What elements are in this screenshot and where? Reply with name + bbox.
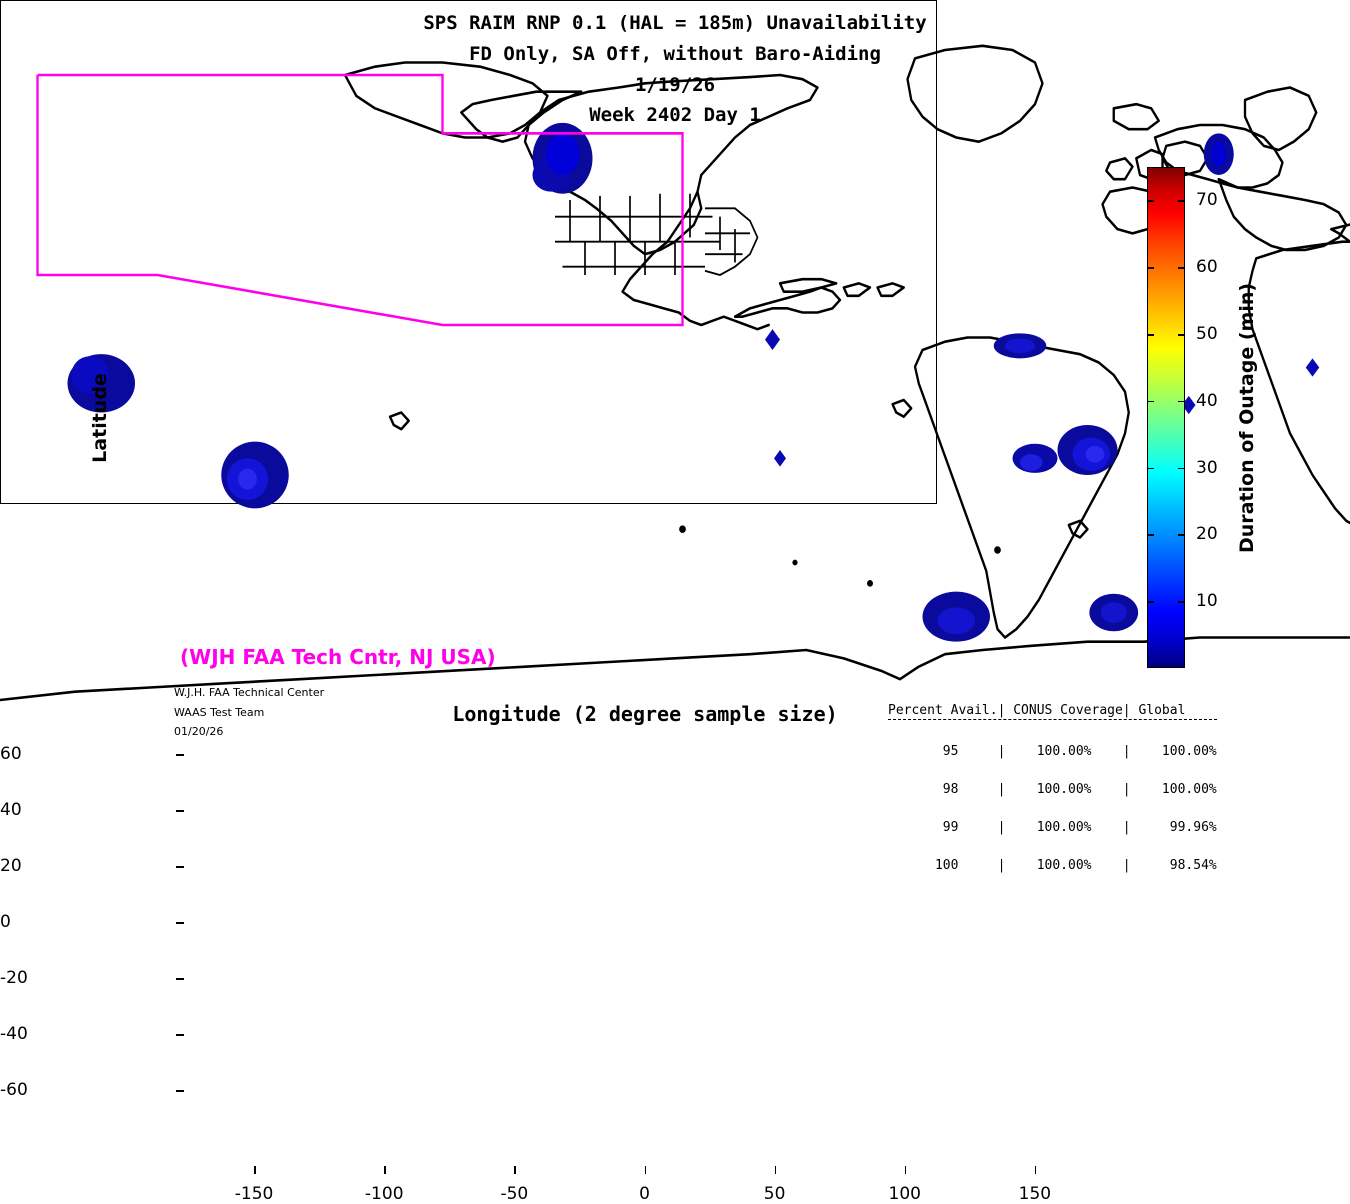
colorbar-tick-label: 20: [1196, 524, 1218, 544]
x-tick-mark: [254, 1166, 256, 1174]
y-tick-label: 0: [0, 912, 162, 932]
x-tick-label: -150: [235, 1184, 274, 1204]
map-plot-area: [0, 0, 937, 504]
colorbar-tick-mark: [1147, 601, 1154, 603]
y-tick-mark: [176, 922, 184, 924]
colorbar-tick-mark: [1147, 334, 1154, 336]
y-tick-label: -60: [0, 1080, 162, 1100]
credit-line-1: W.J.H. FAA Technical Center: [174, 683, 324, 703]
colorbar-tick-mark: [1178, 200, 1185, 202]
x-tick-label: -50: [500, 1184, 528, 1204]
x-tick-mark: [1035, 1166, 1037, 1174]
colorbar-tick-mark: [1178, 334, 1185, 336]
y-axis-label: Latitude: [89, 373, 111, 463]
y-tick-mark: [176, 754, 184, 756]
y-tick-label: 60: [0, 744, 162, 764]
x-tick-mark: [514, 1166, 516, 1174]
table-row: 95 | 100.00% | 100.00%: [888, 746, 1217, 759]
colorbar: [1147, 167, 1185, 668]
watermark-text: (WJH FAA Tech Cntr, NJ USA): [180, 645, 496, 669]
colorbar-tick-mark: [1147, 401, 1154, 403]
colorbar-tick-mark: [1178, 534, 1185, 536]
table-row: 98 | 100.00% | 100.00%: [888, 784, 1217, 797]
colorbar-tick-label: 40: [1196, 391, 1218, 411]
credits-block: W.J.H. FAA Technical Center WAAS Test Te…: [174, 683, 324, 742]
coverage-stats-table: Percent Avail.| CONUS Coverage| Global 9…: [888, 680, 1217, 886]
x-tick-mark: [905, 1166, 907, 1174]
colorbar-tick-mark: [1147, 267, 1154, 269]
x-tick-mark: [384, 1166, 386, 1174]
table-row: 100 | 100.00% | 98.54%: [888, 860, 1217, 873]
table-row: 99 | 100.00% | 99.96%: [888, 822, 1217, 835]
colorbar-tick-mark: [1147, 200, 1154, 202]
us-state-borders: [555, 194, 758, 275]
x-tick-label: -100: [365, 1184, 404, 1204]
colorbar-tick-mark: [1178, 601, 1185, 603]
credit-line-2: WAAS Test Team: [174, 703, 324, 723]
colorbar-tick-label: 30: [1196, 458, 1218, 478]
colorbar-tick-label: 50: [1196, 324, 1218, 344]
conus-service-volume-polygon: [38, 67, 683, 325]
x-tick-mark: [775, 1166, 777, 1174]
x-tick-label: 50: [764, 1184, 786, 1204]
colorbar-tick-mark: [1147, 468, 1154, 470]
y-tick-label: -20: [0, 968, 162, 988]
y-tick-mark: [176, 1034, 184, 1036]
x-tick-label: 100: [889, 1184, 921, 1204]
y-tick-mark: [176, 866, 184, 868]
y-tick-label: -40: [0, 1024, 162, 1044]
y-tick-label: 20: [0, 856, 162, 876]
colorbar-tick-mark: [1178, 267, 1185, 269]
stats-table-header: Percent Avail.| CONUS Coverage| Global: [888, 705, 1217, 720]
x-axis-label: Longitude (2 degree sample size): [452, 702, 837, 726]
colorbar-label: Duration of Outage (min): [1236, 283, 1258, 553]
colorbar-tick-mark: [1178, 468, 1185, 470]
credit-line-3: 01/20/26: [174, 722, 324, 742]
colorbar-tick-label: 70: [1196, 190, 1218, 210]
colorbar-tick-label: 10: [1196, 591, 1218, 611]
x-tick-label: 150: [1019, 1184, 1051, 1204]
y-tick-mark: [176, 978, 184, 980]
colorbar-tick-mark: [1178, 401, 1185, 403]
y-tick-mark: [176, 810, 184, 812]
colorbar-tick-label: 60: [1196, 257, 1218, 277]
y-tick-mark: [176, 1090, 184, 1092]
x-tick-label: 0: [639, 1184, 650, 1204]
x-tick-mark: [645, 1166, 647, 1174]
y-tick-label: 40: [0, 800, 162, 820]
colorbar-tick-mark: [1147, 534, 1154, 536]
